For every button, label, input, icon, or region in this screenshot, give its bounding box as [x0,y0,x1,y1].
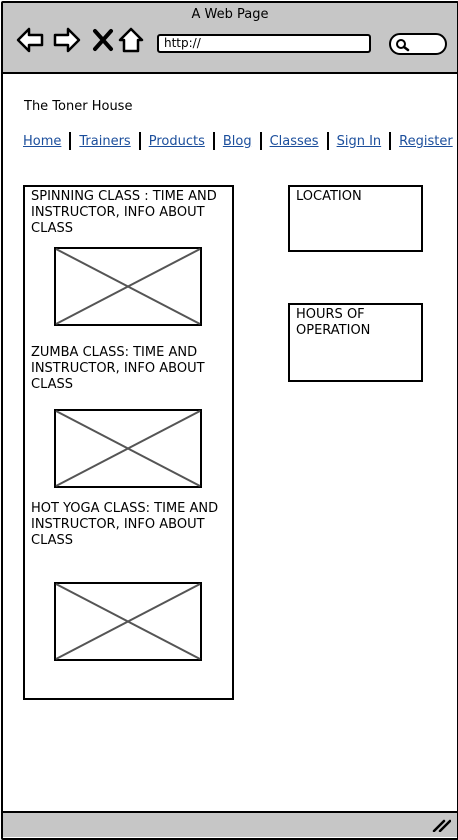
main-nav: Home Trainers Products Blog Classes Sign… [23,132,453,150]
forward-arrow-icon[interactable] [52,25,82,55]
nav-classes-link[interactable]: Classes [269,133,319,149]
zumba-class-image-placeholder [54,409,202,488]
nav-register-link[interactable]: Register [399,133,453,149]
spinning-class-text: SPINNING CLASS : TIME AND INSTRUCTOR, IN… [31,189,217,236]
search-input[interactable] [389,33,447,55]
site-title: The Toner House [24,99,133,114]
nav-blog-link[interactable]: Blog [222,133,252,149]
resize-grip-icon[interactable] [431,818,451,832]
nav-divider [326,132,329,150]
hot-yoga-class-image-placeholder [54,582,202,661]
nav-divider [138,132,141,150]
nav-divider [259,132,262,150]
nav-divider [389,132,392,150]
back-arrow-icon[interactable] [15,25,45,55]
browser-status-bar [3,811,457,837]
url-input[interactable]: http:// [157,34,371,53]
location-panel [288,185,423,252]
spinning-class-image-placeholder [54,247,202,326]
nav-divider [69,132,72,150]
browser-toolbar: A Web Page http:// [3,3,457,74]
search-icon [396,39,410,52]
nav-divider [212,132,215,150]
window-title: A Web Page [191,7,269,22]
stop-icon[interactable] [89,25,119,55]
hours-panel [288,303,423,382]
nav-sign-in-link[interactable]: Sign In [336,133,382,149]
zumba-class-text: ZUMBA CLASS: TIME AND INSTRUCTOR, INFO A… [31,345,205,392]
nav-products-link[interactable]: Products [148,133,205,149]
location-label: LOCATION [296,189,362,204]
nav-trainers-link[interactable]: Trainers [79,133,131,149]
hot-yoga-class-text: HOT YOGA CLASS: TIME AND INSTRUCTOR, INF… [31,501,219,548]
hours-label: HOURS OF OPERATION [296,307,371,338]
nav-home-link[interactable]: Home [23,133,62,149]
home-icon[interactable] [116,25,146,55]
